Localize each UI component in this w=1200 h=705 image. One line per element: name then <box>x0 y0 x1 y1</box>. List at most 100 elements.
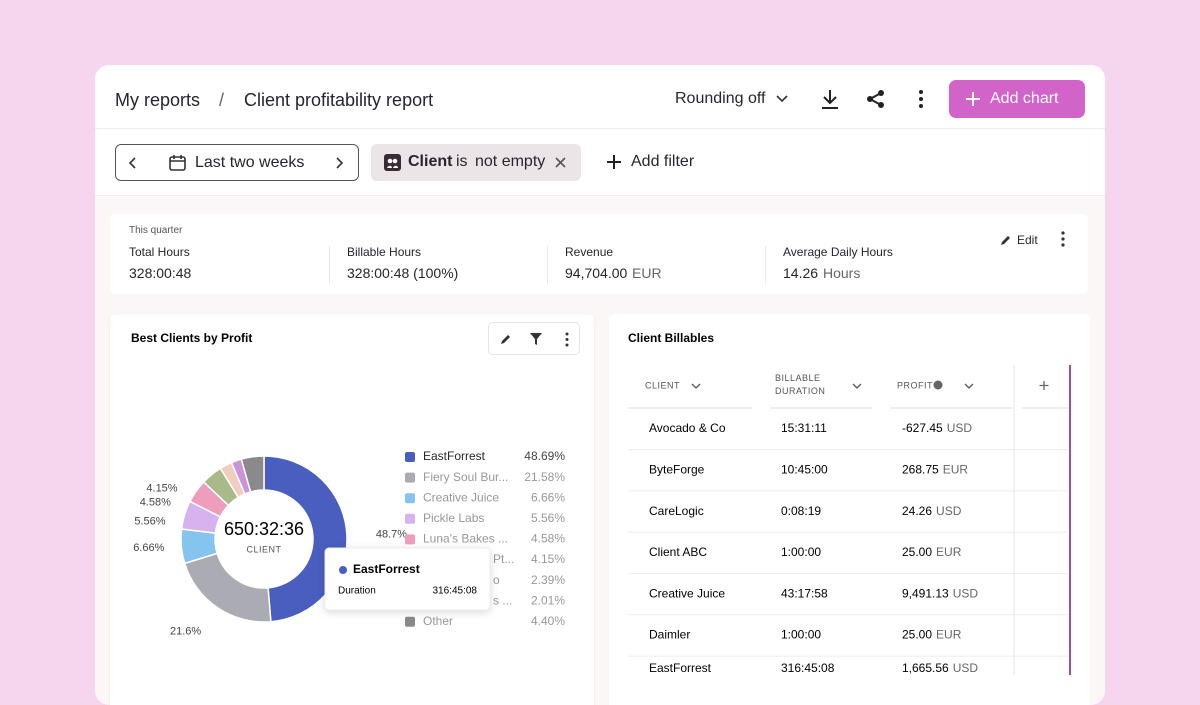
legend-swatch <box>405 513 415 524</box>
filter-operator: is <box>456 153 468 170</box>
legend-value: 4.58% <box>531 532 565 546</box>
legend-value: 4.15% <box>531 552 565 566</box>
legend-label: Pt... <box>493 552 514 566</box>
slice-label: 4.15% <box>146 483 177 495</box>
client-cell: Creative Juice <box>649 586 725 600</box>
header: My reports / Client profitability report… <box>95 65 1105 196</box>
client-filter-chip[interactable]: Client is not empty <box>371 144 581 181</box>
metric-label: Billable Hours <box>347 245 422 259</box>
donut-center-label: CLIENT <box>246 544 281 554</box>
sort-chevron <box>852 383 862 389</box>
remove-filter[interactable] <box>555 157 566 168</box>
legend-swatch <box>405 452 415 462</box>
currency-cell: EUR <box>943 462 969 476</box>
metric-divider <box>765 246 766 284</box>
slice-label: 21.6% <box>170 626 201 638</box>
metric-divider <box>547 246 548 284</box>
sort-chevron <box>964 383 974 389</box>
tooltip-name: EastForrest <box>353 562 420 576</box>
legend-value: 2.39% <box>531 573 565 587</box>
add-filter-button[interactable]: Add filter <box>631 153 695 170</box>
duration-cell: 1:00:00 <box>781 628 821 642</box>
edit-chart[interactable] <box>500 334 511 345</box>
slice-label: 48.7% <box>376 528 407 540</box>
profit-cell: 9,491.13 <box>902 586 949 600</box>
sort-chevron <box>691 383 701 389</box>
date-range-picker[interactable]: Last two weeks <box>115 144 359 181</box>
chart-more[interactable] <box>564 332 570 347</box>
metric-label: Total Hours <box>129 245 190 259</box>
donut-slice <box>240 455 265 493</box>
chart-toolbar <box>488 322 580 355</box>
profit-cell: 268.75 <box>902 462 939 476</box>
legend-swatch <box>405 616 415 627</box>
legend-swatch <box>405 493 415 504</box>
tooltip-value: 316:45:08 <box>433 586 478 597</box>
slice-label: 6.66% <box>133 542 164 554</box>
currency-cell: USD <box>953 661 979 675</box>
client-cell: CareLogic <box>649 504 704 518</box>
metric-label: Average Daily Hours <box>783 245 893 259</box>
summary-card: This quarter Edit Total Hours 328:00:48 Bi… <box>110 214 1088 294</box>
legend-value: 21.58% <box>524 470 565 484</box>
legend-label: Luna's Bakes ... <box>423 532 508 546</box>
legend-label: EastForrest <box>423 449 486 463</box>
legend-label: Fiery Soul Bur... <box>423 470 508 484</box>
table-widget <box>609 314 1090 705</box>
add-chart-button[interactable]: Add chart <box>949 80 1085 118</box>
legend-swatch <box>405 534 415 545</box>
legend-swatch <box>405 472 415 483</box>
slice-label: 4.58% <box>140 496 171 508</box>
rounding-dropdown[interactable]: Rounding off <box>675 90 766 107</box>
summary-more[interactable] <box>1060 231 1066 247</box>
currency-cell: EUR <box>936 628 962 642</box>
metric-unit: EUR <box>632 265 662 281</box>
metric-label: Revenue <box>565 245 614 259</box>
breadcrumb-link[interactable]: My reports <box>115 90 201 110</box>
column-header: PROFIT <box>897 380 933 390</box>
duration-cell: 15:31:11 <box>781 421 827 435</box>
tooltip-label: Duration <box>338 586 376 597</box>
tooltip: EastForrest Duration 316:45:08 <box>324 547 491 611</box>
add-chart-label: Add chart <box>990 90 1059 107</box>
column-header-line: DURATION <box>775 386 825 396</box>
metric-value: 328:00:48 (100%) <box>347 265 459 281</box>
profit-cell: 1,665.56 <box>902 661 949 675</box>
donut-center-value: 650:32:36 <box>224 519 304 539</box>
client-cell: EastForrest <box>649 661 712 675</box>
legend-value: 4.40% <box>531 614 565 628</box>
breadcrumb-current: Client profitability report <box>244 90 434 110</box>
metric-divider <box>329 246 330 284</box>
duration-cell: 1:00:00 <box>781 545 821 559</box>
legend-value: 2.01% <box>531 593 565 607</box>
donut-slice <box>183 552 272 623</box>
metric-unit: Hours <box>823 265 861 281</box>
duration-cell: 316:45:08 <box>781 661 835 675</box>
filter-field: Client <box>408 153 453 170</box>
tooltip-dot <box>339 566 347 574</box>
share-button[interactable] <box>866 89 886 109</box>
currency-cell: USD <box>936 504 962 518</box>
widgets-overlay: Best Clients by Profit Client Billables … <box>131 331 1071 675</box>
column-header: CLIENT <box>645 380 680 390</box>
legend-value: 48.69% <box>524 449 565 463</box>
legend-value: 5.56% <box>531 511 565 525</box>
date-range-label: Last two weeks <box>195 154 305 171</box>
legend-label: s ... <box>493 593 512 607</box>
more-button[interactable] <box>917 89 925 109</box>
breadcrumb-separator: / <box>219 90 225 110</box>
profit-cell: 25.00 <box>902 545 932 559</box>
currency-cell: EUR <box>936 545 962 559</box>
legend-label: Creative Juice <box>423 490 499 504</box>
column-header: BILLABLE DURATION <box>775 373 825 396</box>
duration-cell: 10:45:00 <box>781 462 828 476</box>
download-button[interactable] <box>820 88 840 110</box>
table-title: Client Billables <box>628 331 714 345</box>
legend-label: Other <box>423 614 453 628</box>
slice-label: 5.56% <box>134 516 165 528</box>
client-cell: Daimler <box>649 628 690 642</box>
filter-chart[interactable] <box>530 333 542 345</box>
duration-cell: 43:17:58 <box>781 586 828 600</box>
add-column <box>1039 381 1049 390</box>
edit-button[interactable]: Edit <box>1017 233 1038 247</box>
